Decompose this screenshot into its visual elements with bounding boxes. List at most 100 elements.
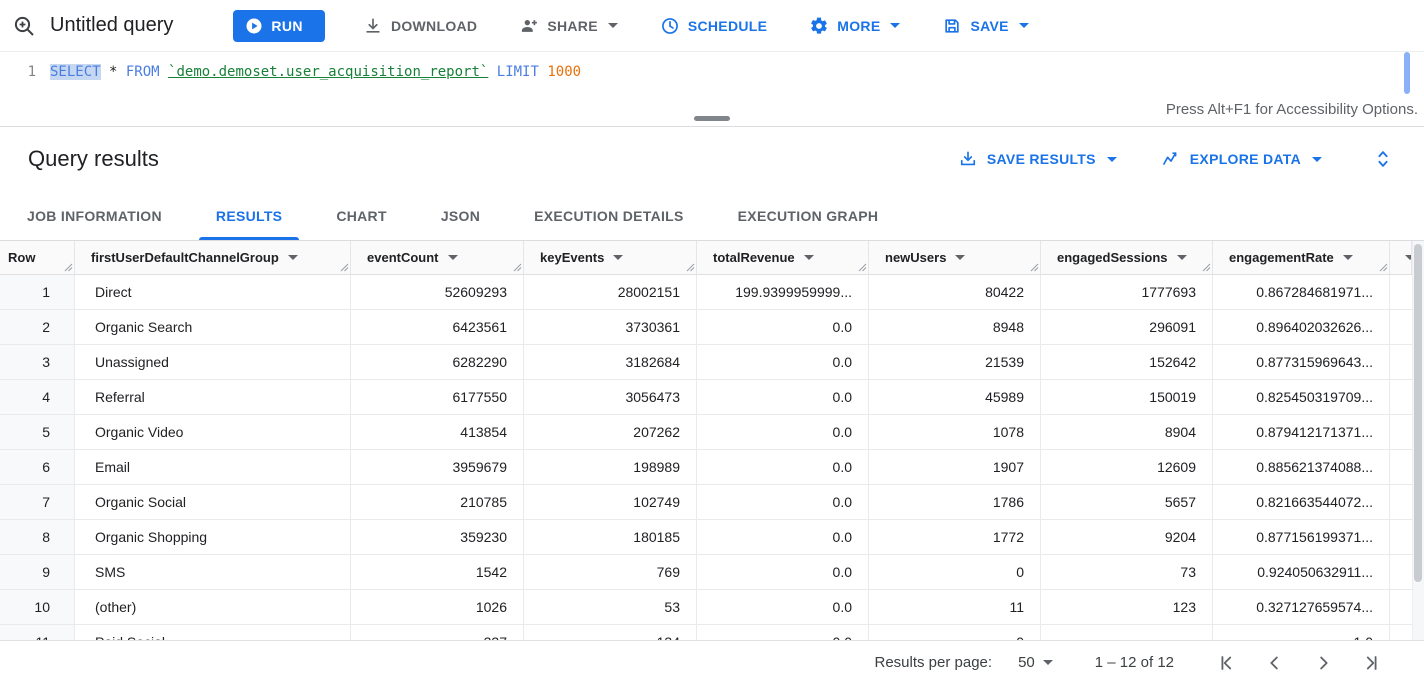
cell-engagedSessions: 9204 — [1041, 520, 1213, 554]
column-header-eventCount[interactable]: eventCount — [351, 241, 524, 274]
cell-eventCount: 210785 — [351, 485, 524, 519]
cell-eventCount: 3959679 — [351, 450, 524, 484]
sort-menu-caret-icon[interactable] — [287, 255, 298, 260]
column-resize-grip-icon[interactable] — [686, 263, 695, 272]
cell-engagedSessions: 12609 — [1041, 450, 1213, 484]
cell-keyEvents: 207262 — [524, 415, 697, 449]
accessibility-hint: Press Alt+F1 for Accessibility Options. — [1165, 101, 1418, 118]
sort-menu-caret-icon[interactable] — [447, 255, 458, 260]
cell-eventCount: 52609293 — [351, 275, 524, 309]
save-caret-icon — [1018, 23, 1029, 28]
sql-token-number: 1000 — [547, 64, 582, 80]
run-button[interactable]: RUN — [233, 9, 325, 42]
sort-menu-caret-icon[interactable] — [1176, 255, 1187, 260]
tab-execution-graph[interactable]: EXECUTION GRAPH — [737, 207, 879, 224]
sort-menu-caret-icon[interactable] — [1405, 255, 1411, 260]
cell-totalRevenue: 0.0 — [697, 450, 869, 484]
save-results-button[interactable]: SAVE RESULTS — [958, 149, 1117, 169]
row-number: 4 — [0, 380, 75, 414]
cell-engagedSessions: 73 — [1041, 555, 1213, 589]
sort-menu-caret-icon[interactable] — [1342, 255, 1353, 260]
tab-execution-details[interactable]: EXECUTION DETAILS — [534, 207, 684, 224]
column-resize-grip-icon[interactable] — [340, 263, 349, 272]
query-toolbar: Untitled query RUN DOWNLOAD — [0, 0, 1424, 52]
first-page-button[interactable] — [1214, 650, 1240, 676]
table-row: 6 Email 3959679 198989 0.0 1907 12609 0.8856213… — [0, 450, 1412, 485]
column-header-engagementRate[interactable]: engagementRate — [1213, 241, 1390, 274]
line-chart-icon — [1161, 149, 1181, 169]
share-caret-icon — [607, 23, 618, 28]
cell-partial — [1390, 380, 1412, 414]
editor-scrollbar[interactable] — [1404, 52, 1410, 94]
explore-data-button[interactable]: EXPLORE DATA — [1161, 149, 1322, 169]
column-header-firstUserDefaultChannelGroup[interactable]: firstUserDefaultChannelGroup — [75, 241, 351, 274]
cell-engagementRate: 0.821663544072... — [1213, 485, 1390, 519]
cell-firstUserDefaultChannelGroup: Unassigned — [75, 345, 351, 379]
column-resize-grip-icon[interactable] — [1379, 263, 1388, 272]
more-button[interactable]: MORE — [805, 10, 904, 42]
column-label: engagementRate — [1229, 250, 1334, 265]
table-row: 9 SMS 1542 769 0.0 0 73 0.924050632911... — [0, 555, 1412, 590]
cell-partial — [1390, 485, 1412, 519]
explore-data-label: EXPLORE DATA — [1189, 151, 1301, 167]
sql-editor[interactable]: 1 SELECT * FROM `demo.demoset.user_acqui… — [0, 52, 1424, 127]
column-header-keyEvents[interactable]: keyEvents — [524, 241, 697, 274]
sql-code-line[interactable]: SELECT * FROM `demo.demoset.user_acquisi… — [50, 61, 581, 83]
cell-keyEvents: 3730361 — [524, 310, 697, 344]
page-size-value: 50 — [1018, 654, 1035, 671]
column-resize-grip-icon[interactable] — [1030, 263, 1039, 272]
column-header-totalRevenue[interactable]: totalRevenue — [697, 241, 869, 274]
cell-totalRevenue: 0.0 — [697, 625, 869, 640]
tab-chart[interactable]: CHART — [336, 207, 387, 224]
results-tab-bar: JOB INFORMATION RESULTS CHART JSON EXECU… — [0, 191, 1424, 241]
tab-json[interactable]: JSON — [440, 207, 481, 224]
cell-firstUserDefaultChannelGroup: Direct — [75, 275, 351, 309]
tab-job-information[interactable]: JOB INFORMATION — [27, 207, 162, 224]
results-title: Query results — [28, 146, 159, 171]
cell-totalRevenue: 0.0 — [697, 345, 869, 379]
row-number: 6 — [0, 450, 75, 484]
row-number: 9 — [0, 555, 75, 589]
column-resize-grip-icon[interactable] — [1202, 263, 1211, 272]
page-size-select[interactable]: 50 — [1018, 654, 1053, 671]
cell-newUsers: 80422 — [869, 275, 1041, 309]
previous-page-button[interactable] — [1262, 650, 1288, 676]
cell-totalRevenue: 199.9399959999... — [697, 275, 869, 309]
sort-menu-caret-icon[interactable] — [955, 255, 966, 260]
row-number: 8 — [0, 520, 75, 554]
table-vertical-scrollbar[interactable] — [1412, 241, 1424, 640]
save-button[interactable]: SAVE — [938, 10, 1032, 42]
save-icon — [942, 16, 962, 36]
sort-menu-caret-icon[interactable] — [613, 255, 624, 260]
column-resize-grip-icon[interactable] — [513, 263, 522, 272]
download-button[interactable]: DOWNLOAD — [359, 10, 481, 42]
column-header-engagedSessions[interactable]: engagedSessions — [1041, 241, 1213, 274]
row-number: 5 — [0, 415, 75, 449]
sort-menu-caret-icon[interactable] — [803, 255, 814, 260]
schedule-button[interactable]: SCHEDULE — [656, 10, 771, 42]
cell-engagementRate: 0.924050632911... — [1213, 555, 1390, 589]
share-button[interactable]: SHARE — [515, 10, 622, 42]
last-page-icon — [1360, 652, 1382, 674]
next-page-button[interactable] — [1310, 650, 1336, 676]
column-header-row[interactable]: Row — [0, 241, 75, 274]
column-resize-grip-icon[interactable] — [858, 263, 867, 272]
expand-results-button[interactable] — [1372, 148, 1394, 170]
sql-token-table-ref[interactable]: `demo.demoset.user_acquisition_report` — [168, 64, 489, 80]
cell-keyEvents: 134 — [524, 625, 697, 640]
cell-partial — [1390, 520, 1412, 554]
column-header-newUsers[interactable]: newUsers — [869, 241, 1041, 274]
row-number: 2 — [0, 310, 75, 344]
results-per-page-label: Results per page: — [874, 654, 993, 671]
cell-engagedSessions — [1041, 625, 1213, 640]
pane-resize-handle[interactable] — [694, 116, 730, 121]
tab-results[interactable]: RESULTS — [189, 191, 309, 240]
cell-engagedSessions: 150019 — [1041, 380, 1213, 414]
last-page-button[interactable] — [1358, 650, 1384, 676]
scrollbar-thumb[interactable] — [1414, 244, 1422, 582]
cell-engagementRate: 0.825450319709... — [1213, 380, 1390, 414]
cell-engagementRate: 0.867284681971... — [1213, 275, 1390, 309]
column-resize-grip-icon[interactable] — [64, 263, 73, 272]
cell-newUsers: 1786 — [869, 485, 1041, 519]
